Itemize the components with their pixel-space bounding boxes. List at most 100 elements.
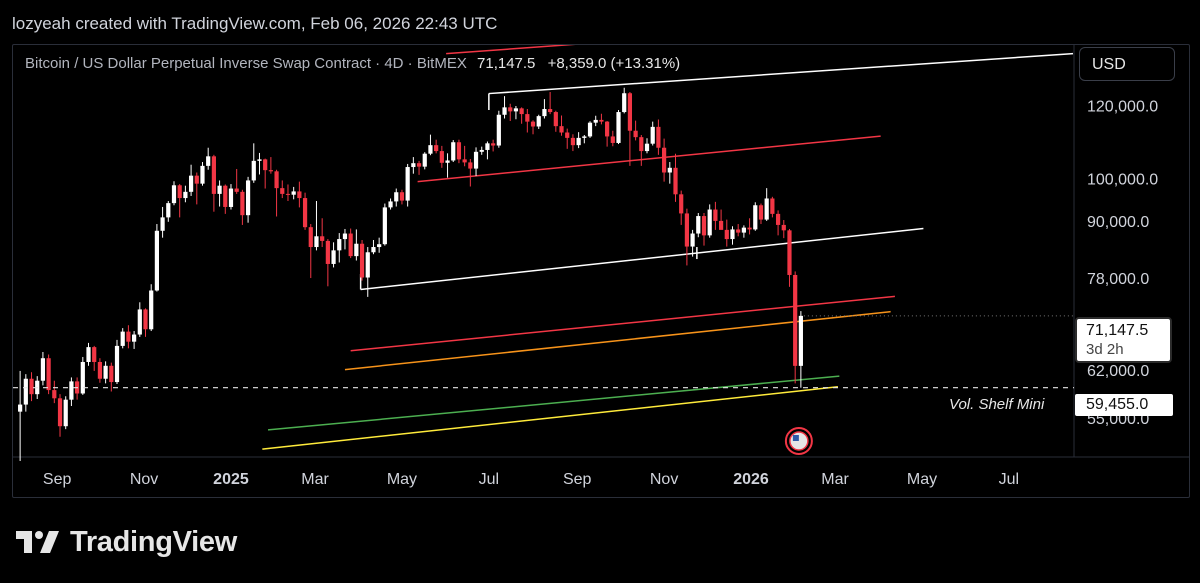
trendline-channel-top (488, 52, 1074, 95)
candle-body (143, 309, 148, 330)
candle-body (416, 163, 422, 167)
candle-body (656, 126, 661, 148)
candle-body (599, 119, 604, 122)
candle-body (622, 93, 627, 113)
trendline-yellow-low (262, 385, 839, 450)
currency-button[interactable]: USD (1079, 47, 1175, 81)
y-tick-label: 100,000.0 (1087, 172, 1158, 189)
candle-body (422, 153, 427, 167)
x-tick-label: Jul (999, 471, 1019, 488)
candle-body (730, 229, 735, 240)
candle-body (411, 163, 416, 168)
candle-body (285, 193, 291, 195)
candle-body (576, 137, 581, 146)
candle-body (690, 233, 695, 247)
candle-body (149, 290, 154, 330)
candle-body (240, 191, 245, 216)
y-tick-label: 120,000.0 (1087, 99, 1158, 116)
candle-body (359, 243, 365, 278)
candle-body (633, 130, 638, 138)
candle-body (451, 142, 456, 161)
candle-body (166, 203, 171, 218)
trendline-red-low (350, 295, 895, 352)
candle-body (337, 239, 342, 251)
candle-body (513, 108, 519, 112)
candle-body (787, 230, 792, 275)
candle-body (257, 159, 262, 161)
candle-body (593, 119, 598, 123)
candle-body (217, 185, 222, 194)
candle-body (234, 188, 239, 192)
x-tick-label: Sep (43, 471, 72, 488)
candle-body (519, 108, 524, 115)
candle-body (718, 220, 724, 230)
candle-body (29, 378, 34, 395)
candle-body (126, 331, 131, 342)
candle-body (530, 121, 536, 127)
candle-body (770, 198, 775, 214)
candle-body (428, 145, 433, 154)
candle-body (775, 213, 781, 225)
trendline-orange-low (344, 310, 891, 371)
candle-body (713, 209, 718, 221)
candle-body (137, 309, 142, 335)
candle-body (462, 159, 467, 163)
candle-body (46, 358, 51, 391)
candle-body (764, 198, 769, 220)
candle-body (553, 112, 558, 127)
candle-body (724, 229, 729, 240)
candle-body (684, 213, 689, 247)
candle-body (627, 93, 633, 131)
candle-body (741, 227, 746, 233)
last-price-tag: 71,147.5 3d 2h (1075, 317, 1172, 363)
candle-body (308, 227, 313, 248)
candle-body (605, 121, 610, 137)
candle-body (456, 142, 462, 160)
tradingview-logo[interactable]: TradingView (16, 522, 237, 562)
x-tick-label: 2026 (733, 471, 769, 488)
price-chart[interactable]: 120,000.0 100,000.0 90,000.0 78,000.0 62,000… (13, 45, 1189, 497)
candle-body (570, 137, 576, 146)
candle-body (342, 233, 348, 240)
candle-body (753, 205, 758, 230)
candle-body (274, 171, 279, 189)
candle-body (582, 136, 587, 138)
candle-body (314, 236, 319, 248)
x-tick-label: Jul (479, 471, 499, 488)
candle-body (525, 114, 530, 122)
candle-body (473, 151, 479, 169)
candle-body (399, 192, 405, 201)
candle-body (206, 156, 211, 166)
price-change-readout: +8,359.0 (+13.31%) (547, 55, 681, 72)
x-tick-label: Nov (130, 471, 158, 488)
candle-body (662, 147, 667, 173)
symbol-legend: Bitcoin / US Dollar Perpetual Inverse Sw… (25, 55, 680, 72)
candle-body (758, 205, 764, 220)
candle-body (228, 188, 234, 207)
bar-countdown: 3d 2h (1086, 341, 1124, 358)
candle-body (18, 404, 23, 412)
candle-body (92, 347, 97, 362)
chart-credit: lozyeah created with TradingView.com, Fe… (12, 14, 498, 33)
candle-body (650, 126, 655, 144)
candle-body (394, 192, 399, 202)
candle-body (479, 149, 484, 152)
candle-body (502, 107, 507, 115)
candle-body (496, 114, 501, 146)
candle-body (57, 398, 63, 427)
chart-panel[interactable]: 120,000.0 100,000.0 90,000.0 78,000.0 62,000… (12, 44, 1190, 498)
candle-body (200, 165, 205, 184)
candle-body (325, 240, 330, 264)
us-flag-canton (792, 435, 799, 441)
candle-body (302, 198, 308, 228)
candle-body (536, 116, 541, 127)
trendline-channel-bottom (360, 227, 924, 291)
candle-body (468, 162, 473, 169)
candle-body (798, 315, 803, 366)
y-tick-label: 78,000.0 (1087, 271, 1149, 288)
tradingview-wordmark: TradingView (70, 525, 237, 558)
candle-body (485, 143, 490, 150)
candle-body (793, 274, 798, 366)
candle-body (120, 331, 125, 346)
candle-body (673, 167, 678, 195)
